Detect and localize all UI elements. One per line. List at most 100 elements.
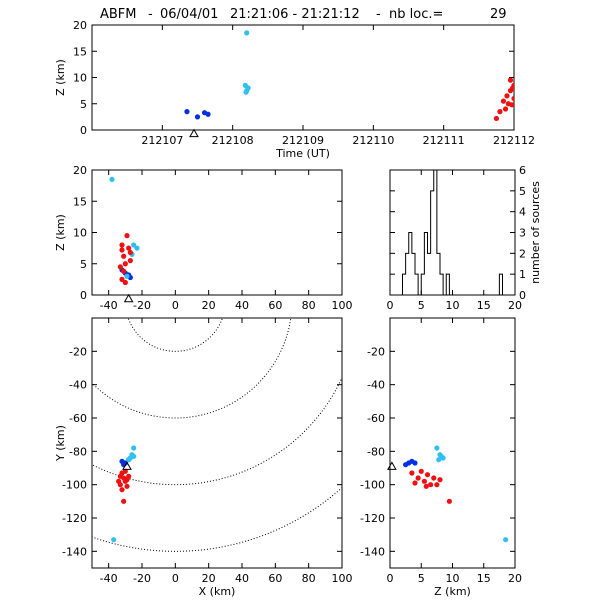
x-tick-label: 5 bbox=[418, 299, 425, 312]
x-tick-label: 20 bbox=[202, 299, 216, 312]
source-point-late bbox=[121, 498, 127, 504]
y-tick-label: -20 bbox=[367, 345, 385, 358]
y-tick-label: 0 bbox=[80, 289, 87, 302]
title-date: 06/04/01 bbox=[160, 7, 218, 22]
panel-x_height: -40 -20 0 20 40 60 80 100 0 5 10 15 20 Z (km) bbox=[54, 164, 353, 312]
data-layer bbox=[92, 318, 342, 552]
source-point-late bbox=[126, 245, 132, 251]
source-point-late bbox=[121, 268, 127, 274]
x-tick-label: 20 bbox=[508, 572, 522, 585]
station-marker bbox=[189, 128, 199, 138]
x-tick-label: -40 bbox=[100, 572, 118, 585]
x-tick-label: 15 bbox=[477, 299, 491, 312]
y-tick-label: 15 bbox=[73, 45, 87, 58]
y-tick-label: 6 bbox=[519, 164, 526, 177]
x-axis-label: Time (UT) bbox=[275, 147, 330, 160]
source-point-late bbox=[117, 473, 123, 479]
y-axis-label: Y (km) bbox=[54, 425, 67, 462]
y-tick-label: -40 bbox=[367, 379, 385, 392]
source-point-late bbox=[431, 475, 437, 481]
source-point-late bbox=[437, 477, 443, 483]
source-point-late bbox=[511, 82, 514, 88]
title-nb-loc-label: nb loc.= bbox=[389, 7, 443, 22]
svg-text:-: - bbox=[148, 7, 153, 22]
source-point-late bbox=[119, 247, 125, 253]
source-point-late bbox=[124, 477, 130, 483]
source-point-late bbox=[127, 258, 133, 264]
source-point-late bbox=[500, 98, 507, 104]
y-tick-label: -80 bbox=[367, 445, 385, 458]
source-point-late bbox=[502, 106, 509, 112]
y-tick-label: 4 bbox=[519, 206, 526, 219]
source-point-late bbox=[507, 77, 514, 83]
y-tick-label: -140 bbox=[62, 545, 87, 558]
y-tick-label: 2 bbox=[519, 247, 526, 260]
station-marker bbox=[122, 461, 132, 470]
source-point-late bbox=[122, 468, 128, 474]
y-tick-label: 0 bbox=[519, 289, 526, 302]
x-tick-label: 20 bbox=[202, 572, 216, 585]
source-point-late bbox=[504, 93, 510, 99]
source-point-early bbox=[412, 460, 418, 466]
y-tick-label: 20 bbox=[73, 164, 87, 177]
panel-plan_view: -40 -20 0 20 40 60 80 100 -140 -120 -100 -80 -60 -40 -… bbox=[54, 317, 353, 598]
source-point-early bbox=[403, 462, 409, 468]
panel-height_y: 0 5 10 15 20 -140 -120 -100 -80 -60 -40 -20 Z (km) bbox=[360, 317, 522, 598]
data-layer bbox=[184, 30, 514, 122]
x-tick-label: 40 bbox=[235, 299, 249, 312]
source-point-early bbox=[194, 114, 201, 120]
y-tick-label: -100 bbox=[360, 479, 385, 492]
source-point-mid bbox=[434, 445, 440, 451]
y-tick-label: 10 bbox=[73, 72, 87, 85]
source-point-late bbox=[493, 115, 500, 122]
source-point-late bbox=[421, 478, 427, 484]
source-point-late bbox=[119, 276, 125, 282]
source-point-late bbox=[124, 483, 130, 489]
y-tick-label: 3 bbox=[519, 227, 526, 240]
x-tick-label: 10 bbox=[446, 299, 460, 312]
y-tick-label: -120 bbox=[62, 512, 87, 525]
source-point-late bbox=[418, 468, 424, 474]
x-tick-label: 0 bbox=[172, 572, 179, 585]
source-point-mid bbox=[124, 273, 130, 279]
x-tick-label: 212112 bbox=[493, 134, 535, 147]
x-tick-label: -20 bbox=[133, 299, 151, 312]
x-tick-label: 0 bbox=[387, 572, 394, 585]
svg-text:-: - bbox=[376, 7, 381, 22]
x-tick-label: 0 bbox=[172, 299, 179, 312]
source-point-mid bbox=[503, 537, 509, 543]
y-tick-label: -100 bbox=[62, 479, 87, 492]
x-tick-label: 15 bbox=[477, 572, 491, 585]
x-tick-label: -40 bbox=[100, 299, 118, 312]
source-point-mid bbox=[131, 445, 137, 451]
source-point-early bbox=[205, 111, 211, 117]
source-point-late bbox=[423, 483, 429, 489]
source-point-mid bbox=[134, 245, 140, 251]
source-point-mid bbox=[131, 453, 137, 459]
chart-title: ABFM - 06/04/01 21:21:06 - 21:21:12 - nb… bbox=[100, 7, 507, 22]
source-point-mid bbox=[109, 176, 115, 182]
source-point-late bbox=[428, 482, 434, 488]
x-tick-label: 100 bbox=[332, 299, 353, 312]
y-tick-label: 1 bbox=[519, 268, 526, 281]
y-tick-label: 0 bbox=[80, 124, 87, 137]
source-point-mid bbox=[438, 453, 444, 459]
y-tick-label: 10 bbox=[73, 227, 87, 240]
source-point-late bbox=[409, 470, 415, 476]
x-axis-label: X (km) bbox=[199, 585, 236, 598]
title-station: ABFM bbox=[100, 7, 137, 22]
x-tick-label: 5 bbox=[418, 572, 425, 585]
histogram-bar bbox=[428, 253, 431, 295]
source-point-late bbox=[497, 109, 503, 115]
source-point-late bbox=[119, 242, 125, 248]
x-tick-label: -20 bbox=[133, 572, 151, 585]
station-marker bbox=[123, 293, 134, 303]
y-tick-label: -20 bbox=[69, 345, 87, 358]
plot-frame bbox=[91, 24, 515, 131]
source-point-early bbox=[184, 109, 190, 115]
histogram-outline bbox=[402, 170, 503, 295]
x-tick-label: 212109 bbox=[282, 134, 324, 147]
y-axis-label: Z (km) bbox=[54, 59, 67, 96]
y-tick-label: 15 bbox=[73, 195, 87, 208]
